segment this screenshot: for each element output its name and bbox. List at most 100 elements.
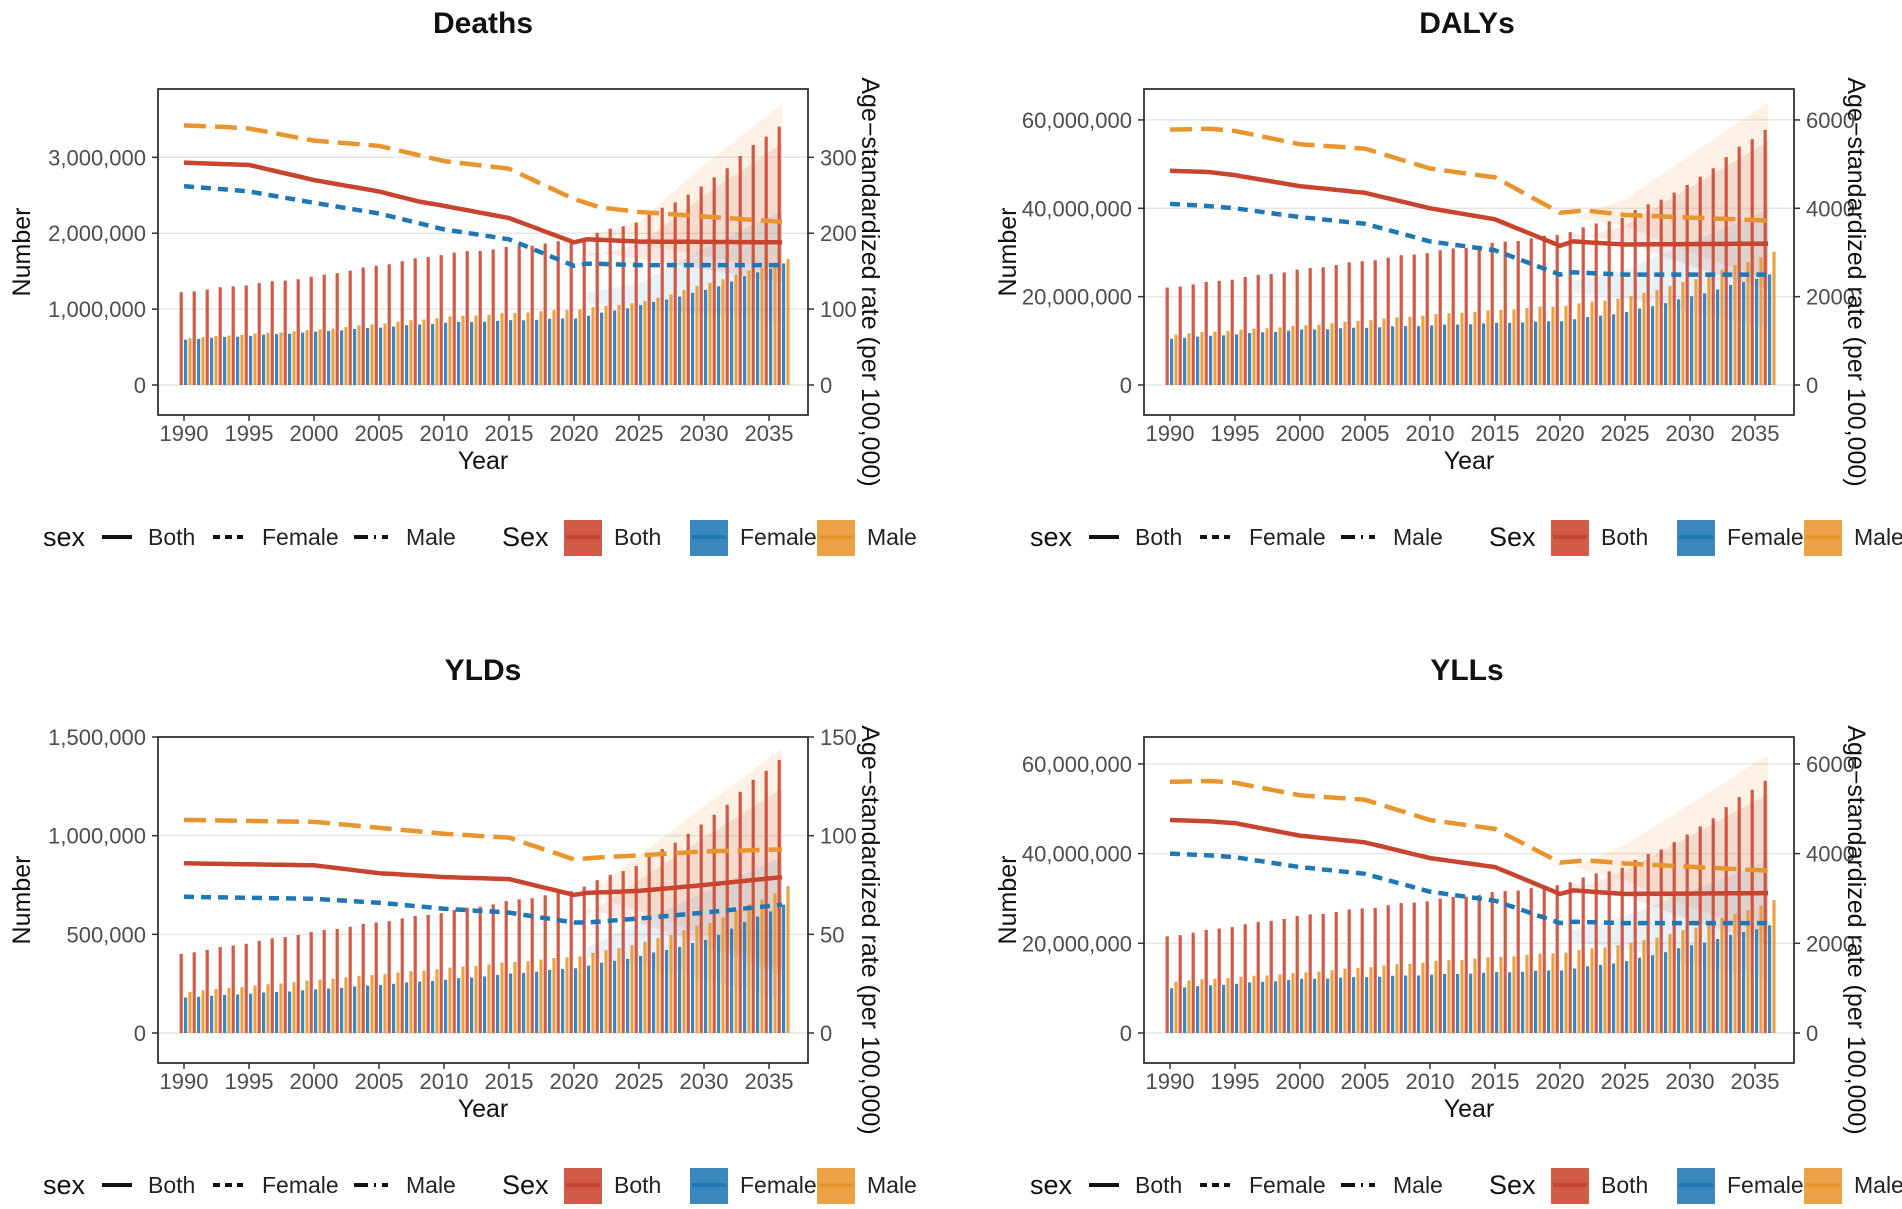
bar-both-2027 xyxy=(660,849,664,1033)
panel-ylls: YLLs 0 20,000,000 40,000,000 60,000,000 0 2000… xyxy=(994,654,1902,1204)
y2-tick-label: 300 xyxy=(820,145,857,170)
bar-female-2029 xyxy=(691,292,695,385)
bar-female-2033 xyxy=(1729,934,1733,1033)
bar-male-2000 xyxy=(318,329,322,385)
bar-female-2009 xyxy=(1417,975,1421,1033)
bar-male-2028 xyxy=(1668,933,1672,1033)
bar-both-2023 xyxy=(1594,223,1598,385)
bar-male-2034 xyxy=(760,899,764,1033)
x-tick-label: 2015 xyxy=(485,421,534,446)
bar-female-2030 xyxy=(704,939,708,1033)
bar-female-1994 xyxy=(1222,335,1226,385)
bar-both-2028 xyxy=(673,842,677,1033)
bar-female-1992 xyxy=(1196,986,1200,1033)
bar-male-2033 xyxy=(1733,913,1737,1033)
bar-female-1998 xyxy=(288,333,292,385)
bar-female-2014 xyxy=(496,974,500,1033)
bar-male-2018 xyxy=(552,310,556,385)
bar-male-2031 xyxy=(1707,923,1711,1033)
bar-female-2027 xyxy=(1651,306,1655,385)
bar-female-2003 xyxy=(1339,977,1343,1033)
bar-male-2005 xyxy=(1369,320,1373,385)
y2-tick-label: 100 xyxy=(820,297,857,322)
bar-female-2027 xyxy=(1651,955,1655,1033)
bar-female-1995 xyxy=(249,993,253,1033)
bar-both-2033 xyxy=(1724,157,1728,385)
bar-male-1991 xyxy=(1187,333,1191,385)
panel-ylds: YLDs 0 500,000 1,000,000 1,500,000 0 50 100 150 1… xyxy=(8,654,917,1204)
bar-female-2000 xyxy=(314,989,318,1033)
bar-female-2018 xyxy=(548,318,552,385)
legend-label-both: Both xyxy=(1135,524,1182,550)
bar-female-2020 xyxy=(574,318,578,385)
legend-label-male-bar: Male xyxy=(867,1172,917,1198)
bar-male-2020 xyxy=(578,309,582,385)
bar-male-2000 xyxy=(1304,972,1308,1033)
bar-both-2029 xyxy=(1672,842,1676,1033)
bar-both-2003 xyxy=(1334,265,1338,385)
y-tick-label: 1,000,000 xyxy=(48,824,146,849)
bar-both-2010 xyxy=(439,255,443,385)
legend-label-female: Female xyxy=(262,1172,339,1198)
y2-tick-label: 2000 xyxy=(1806,285,1855,310)
bar-male-2033 xyxy=(747,270,751,385)
x-tick-label: 1995 xyxy=(1211,421,1260,446)
bar-both-2011 xyxy=(1438,898,1442,1033)
bar-female-2021 xyxy=(1573,319,1577,385)
bar-male-2003 xyxy=(357,325,361,385)
bar-male-1996 xyxy=(266,984,270,1033)
bar-both-2020 xyxy=(569,240,573,385)
bar-female-2011 xyxy=(457,978,461,1033)
bar-male-2004 xyxy=(1356,968,1360,1033)
bar-female-2024 xyxy=(1612,963,1616,1033)
bar-both-2003 xyxy=(348,926,352,1033)
bar-both-2028 xyxy=(673,202,677,385)
bar-male-2021 xyxy=(591,952,595,1033)
forecast-band-both xyxy=(587,788,782,977)
legend-label-both-bar: Both xyxy=(1601,524,1648,550)
bar-female-2009 xyxy=(431,981,435,1033)
bar-both-2031 xyxy=(1698,826,1702,1033)
bar-female-2002 xyxy=(1326,978,1330,1033)
bar-both-2004 xyxy=(1347,909,1351,1033)
bar-male-2007 xyxy=(409,320,413,385)
bar-male-1992 xyxy=(1200,979,1204,1033)
bar-both-1995 xyxy=(1230,927,1234,1033)
bar-male-2025 xyxy=(643,301,647,385)
bar-male-2014 xyxy=(1486,957,1490,1033)
legend-title-lines: sex xyxy=(43,522,86,552)
bar-both-2028 xyxy=(1659,199,1663,385)
bar-female-1990 xyxy=(1170,988,1174,1033)
bar-female-2020 xyxy=(1560,321,1564,385)
bar-both-2004 xyxy=(361,267,365,385)
x-tick-label: 2000 xyxy=(1276,421,1325,446)
bar-male-2025 xyxy=(1629,296,1633,385)
y-axis-label: Number xyxy=(994,208,1022,297)
bar-male-1997 xyxy=(1265,975,1269,1033)
bar-female-2036 xyxy=(1768,925,1772,1033)
plot-frame xyxy=(157,736,809,1064)
bar-male-2003 xyxy=(357,975,361,1033)
bar-female-1994 xyxy=(236,336,240,385)
bar-both-1998 xyxy=(283,280,287,385)
bar-male-2030 xyxy=(708,282,712,385)
bar-male-1997 xyxy=(279,983,283,1033)
bar-male-2024 xyxy=(1616,298,1620,385)
bar-male-2002 xyxy=(344,977,348,1033)
y-tick-label: 20,000,000 xyxy=(1022,285,1132,310)
bar-both-1991 xyxy=(192,291,196,385)
bar-male-2036 xyxy=(786,886,790,1033)
bar-female-2023 xyxy=(613,310,617,385)
bar-female-2011 xyxy=(457,321,461,385)
bar-female-2000 xyxy=(314,331,318,385)
bar-male-2002 xyxy=(1330,970,1334,1033)
bar-male-2036 xyxy=(786,259,790,385)
bar-both-2018 xyxy=(543,895,547,1033)
legend: sex Both Female Male Sex Both Female Male xyxy=(43,1168,917,1204)
bar-male-2019 xyxy=(1551,306,1555,385)
bar-both-2023 xyxy=(1594,873,1598,1033)
bar-male-2005 xyxy=(1369,967,1373,1033)
bar-male-2018 xyxy=(552,957,556,1033)
bar-female-2030 xyxy=(1690,945,1694,1033)
bar-male-2035 xyxy=(773,263,777,385)
